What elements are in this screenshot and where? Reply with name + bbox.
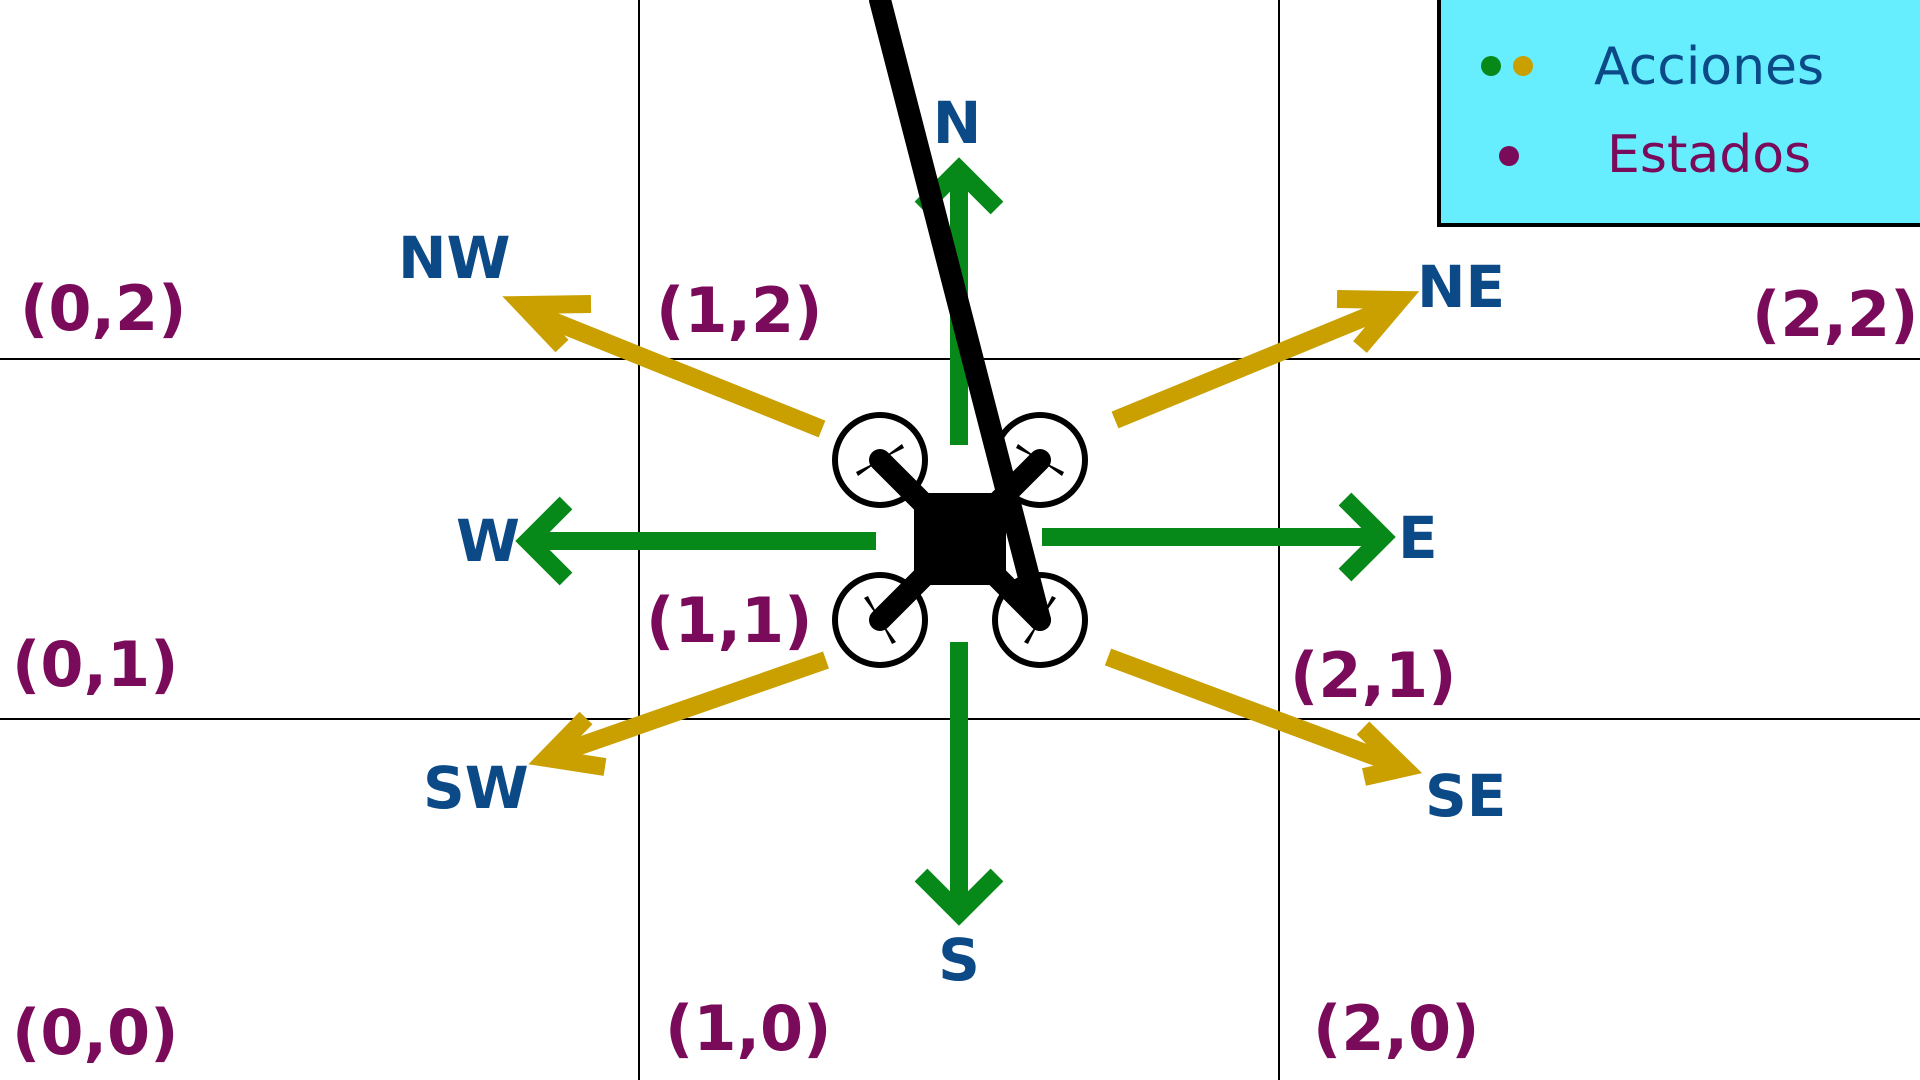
legend-actions-label: Acciones bbox=[1594, 37, 1824, 97]
legend-state-dot bbox=[1499, 146, 1519, 166]
state-1-2: (1,2) bbox=[656, 274, 823, 347]
state-0-1: (0,1) bbox=[12, 628, 179, 701]
state-2-0: (2,0) bbox=[1313, 992, 1480, 1065]
state-1-0: (1,0) bbox=[665, 992, 832, 1065]
legend-action-dot-green bbox=[1481, 56, 1501, 76]
label-southeast: SE bbox=[1425, 762, 1506, 830]
state-2-1: (2,1) bbox=[1290, 639, 1457, 712]
state-2-2: (2,2) bbox=[1752, 278, 1919, 351]
direction-labels: N S E W NW NE SW SE bbox=[398, 89, 1506, 994]
label-south: S bbox=[938, 926, 980, 994]
arrow-southwest bbox=[528, 651, 829, 776]
quadcopter-drone-icon bbox=[832, 0, 1088, 668]
label-northwest: NW bbox=[398, 224, 511, 292]
label-northeast: NE bbox=[1417, 253, 1505, 321]
legend-states-label: Estados bbox=[1607, 125, 1811, 185]
arrow-west bbox=[515, 496, 876, 586]
legend: Acciones Estados bbox=[1437, 0, 1920, 227]
state-0-2: (0,2) bbox=[20, 272, 187, 345]
arrow-south bbox=[914, 642, 1004, 926]
arrow-northwest bbox=[502, 295, 826, 438]
label-east: E bbox=[1398, 504, 1438, 572]
state-labels: (0,2) (1,2) (2,2) (0,1) (1,1) (2,1) (0,0… bbox=[12, 272, 1919, 1069]
diagonal-arrows bbox=[502, 290, 1423, 786]
arrow-northeast bbox=[1111, 290, 1420, 429]
arrow-east bbox=[1042, 492, 1396, 582]
legend-box bbox=[1437, 0, 1920, 227]
arrow-southeast bbox=[1104, 648, 1423, 786]
legend-action-dot-yellow bbox=[1513, 56, 1533, 76]
label-north: N bbox=[933, 89, 982, 157]
label-southwest: SW bbox=[423, 754, 529, 822]
state-1-1: (1,1) bbox=[646, 584, 813, 657]
label-west: W bbox=[456, 507, 520, 575]
state-0-0: (0,0) bbox=[12, 996, 179, 1069]
